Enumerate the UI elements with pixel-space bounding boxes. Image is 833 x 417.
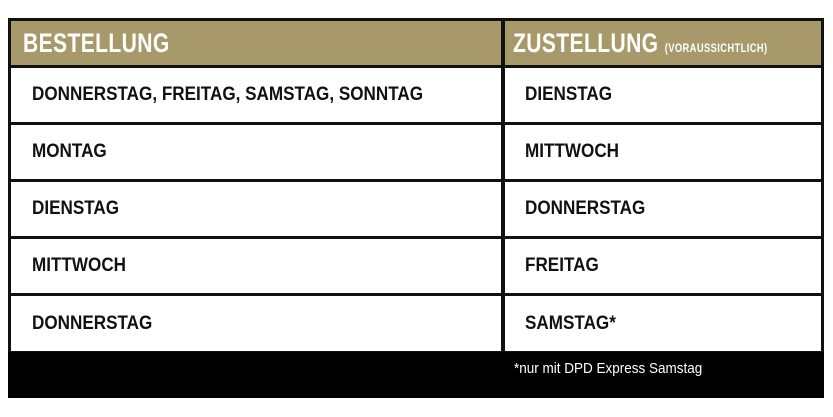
delivery-day: DONNERSTAG xyxy=(525,198,646,219)
order-day: DONNERSTAG, FREITAG, SAMSTAG, SONNTAG xyxy=(32,84,424,105)
delivery-day: SAMSTAG* xyxy=(525,312,616,334)
table-row-delivery: DIENSTAG xyxy=(505,68,821,122)
table-row-delivery: SAMSTAG* xyxy=(505,296,821,351)
order-day: DONNERSTAG xyxy=(32,312,153,334)
header-zustellung: ZUSTELLUNG (VORAUSSICHTLICH) xyxy=(505,21,821,65)
table-row-delivery: MITTWOCH xyxy=(505,125,821,179)
table-footer: *nur mit DPD Express Samstag xyxy=(8,352,824,398)
delivery-day: FREITAG xyxy=(525,255,599,276)
table-row-delivery: DONNERSTAG xyxy=(505,182,821,236)
order-day: DIENSTAG xyxy=(32,198,120,219)
table-row-delivery: FREITAG xyxy=(505,239,821,293)
table-row-order: DONNERSTAG xyxy=(11,296,501,351)
table-row-order: DIENSTAG xyxy=(11,182,501,236)
column-header-delivery: ZUSTELLUNG (VORAUSSICHTLICH) xyxy=(513,28,768,59)
order-day: MITTWOCH xyxy=(32,255,127,276)
footnote: *nur mit DPD Express Samstag xyxy=(514,360,703,377)
column-header-delivery-sub: (VORAUSSICHTLICH) xyxy=(664,40,768,55)
table-row-order: MITTWOCH xyxy=(11,239,501,293)
delivery-day: MITTWOCH xyxy=(525,141,620,162)
delivery-day: DIENSTAG xyxy=(525,84,613,105)
column-header-order: BESTELLUNG xyxy=(23,27,170,58)
header-bestellung: BESTELLUNG xyxy=(11,21,501,65)
order-day: MONTAG xyxy=(32,141,107,162)
table-row-order: MONTAG xyxy=(11,125,501,179)
delivery-schedule-table: BESTELLUNG ZUSTELLUNG (VORAUSSICHTLICH) … xyxy=(8,18,824,398)
column-header-delivery-label: ZUSTELLUNG xyxy=(513,27,659,58)
table-row-order: DONNERSTAG, FREITAG, SAMSTAG, SONNTAG xyxy=(11,68,501,122)
